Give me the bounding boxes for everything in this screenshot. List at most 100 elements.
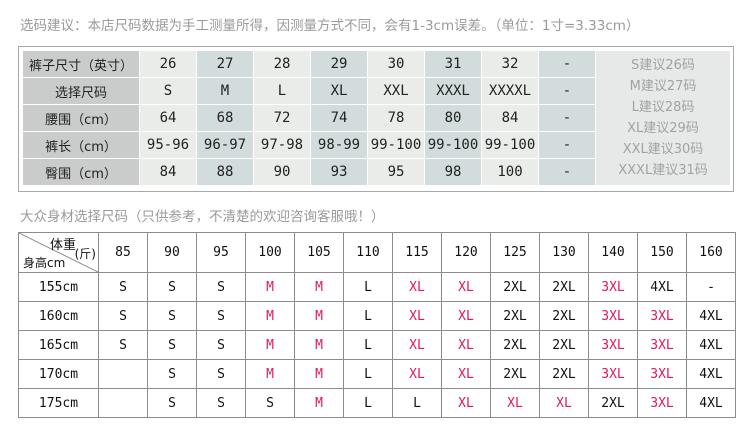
size-cell: M [197, 78, 253, 104]
row-label: 腰围（cm） [23, 105, 139, 131]
weight-header: 120 [441, 232, 491, 273]
size-recommendation: 2XL [490, 301, 540, 331]
size-cell: 30 [368, 51, 424, 77]
size-cell: XXL [368, 78, 424, 104]
size-recommendation: S [196, 388, 246, 418]
size-recommendation: 3XL [637, 359, 687, 389]
size-recommendation: M [294, 301, 344, 331]
size-recommendation: S [98, 301, 148, 331]
size-table: 裤子尺寸（英寸） 26 27 28 29 30 31 32- S建议26码 M建议27码 L建议28… [22, 50, 731, 186]
size-recommendation: M [245, 301, 295, 331]
suggestion-line: L建议28码 [631, 100, 695, 115]
size-recommendation: S [98, 330, 148, 360]
size-recommendation: XL [392, 301, 442, 331]
weight-header: 95 [196, 232, 246, 273]
row-label: 选择尺码 [23, 78, 139, 104]
size-recommendation: L [392, 388, 442, 418]
size-cell: 28 [254, 51, 310, 77]
size-recommendation: 3XL [588, 359, 638, 389]
size-recommendation: XL [392, 272, 442, 302]
size-recommendation: 2XL [539, 301, 589, 331]
height-label: 身高cm [23, 256, 66, 270]
suggestion-line: M建议27码 [629, 79, 697, 94]
size-recommendation: S [245, 388, 295, 418]
size-recommendation: 2XL [490, 330, 540, 360]
weight-unit: (斤) [74, 247, 96, 261]
size-recommendation: XL [441, 359, 491, 389]
size-cell: 27 [197, 51, 253, 77]
size-recommendation: XL [392, 330, 442, 360]
size-cell: 26 [140, 51, 196, 77]
size-cell: 32 [482, 51, 538, 77]
size-recommendation: 2XL [539, 359, 589, 389]
height-row: 175cm S S S M L L XL XL XL 2XL 3XL 4XL [18, 388, 736, 418]
size-recommendation: XL [441, 301, 491, 331]
height-row: 170cm S S M M L XL XL 2XL 2XL 3XL 3XL 4XL [18, 359, 736, 389]
size-table-row: 腰围（cm） 64 68 72 74 78 80 84- [23, 105, 730, 131]
size-cell: L [254, 78, 310, 104]
height-row: 160cm S S S M M L XL XL 2XL 2XL 3XL 3XL 4XL [18, 301, 736, 331]
size-recommendation: 4XL [686, 330, 736, 360]
size-recommendation: 2XL [490, 359, 540, 389]
size-cell: - [539, 78, 595, 104]
size-cell: 96-97 [197, 132, 253, 158]
suggestion-line: XXXL建议31码 [618, 163, 708, 178]
size-recommendation [98, 359, 148, 389]
size-recommendation: 3XL [588, 330, 638, 360]
size-recommendation: M [294, 272, 344, 302]
size-recommendation: S [147, 330, 197, 360]
size-cell: - [539, 51, 595, 77]
size-recommendation: 4XL [686, 301, 736, 331]
size-recommendation: L [343, 388, 393, 418]
corner-cell: 体重 (斤) 身高cm [19, 233, 98, 272]
size-cell: 88 [197, 159, 253, 185]
size-suggestions: S建议26码 M建议27码 L建议28码 XL建议29码 XXL建议30码 XXXL建议3… [596, 51, 730, 185]
size-recommendation: 2XL [490, 272, 540, 302]
weight-header: 160 [686, 232, 736, 273]
size-cell: 78 [368, 105, 424, 131]
suggestion-line: S建议26码 [631, 58, 695, 73]
row-label: 臀围（cm） [23, 159, 139, 185]
size-cell: 80 [425, 105, 481, 131]
size-cell: 98 [425, 159, 481, 185]
weight-header: 110 [343, 232, 393, 273]
suggestion-line: XXL建议30码 [622, 142, 704, 157]
size-recommendation: 2XL [539, 330, 589, 360]
size-cell: S [140, 78, 196, 104]
size-recommendation: 4XL [637, 272, 687, 302]
height-label: 170cm [18, 359, 99, 389]
size-table-row: 选择尺码 S M L XL XXL XXXL XXXXL - [23, 78, 730, 104]
size-cell: XL [311, 78, 367, 104]
weight-header: 90 [147, 232, 197, 273]
size-table-row: 裤子尺寸（英寸） 26 27 28 29 30 31 32- S建议26码 M建议27码 L建议28… [23, 51, 730, 185]
size-cell: 72 [254, 105, 310, 131]
weight-header-row: 体重 (斤) 身高cm 85 90 95 100 105 110 115 120 125 130 140 1… [18, 232, 736, 273]
size-recommendation: M [245, 359, 295, 389]
size-recommendation: M [294, 330, 344, 360]
size-recommendation: L [343, 330, 393, 360]
size-recommendation: 4XL [686, 359, 736, 389]
size-recommendation: S [196, 330, 246, 360]
size-cell: 99-100 [425, 132, 481, 158]
weight-header: 125 [490, 232, 540, 273]
height-row: 155cm S S S M M L XL XL 2XL 2XL 3XL 4XL - [18, 272, 736, 302]
size-cell: 95 [368, 159, 424, 185]
height-label: 155cm [18, 272, 99, 302]
size-recommendation: S [147, 301, 197, 331]
weight-label: 体重 [49, 238, 76, 253]
size-recommendation: S [196, 272, 246, 302]
size-cell: 99-100 [482, 132, 538, 158]
size-recommendation: M [294, 388, 344, 418]
weight-header: 130 [539, 232, 589, 273]
size-recommendation: 3XL [637, 330, 687, 360]
size-cell: 31 [425, 51, 481, 77]
size-recommendation: L [343, 359, 393, 389]
size-table-row: 裤长（cm） 95-96 96-97 97-98 98-99 99-100 99-100 99… [23, 132, 730, 158]
size-cell: 29 [311, 51, 367, 77]
size-recommendation: 2XL [588, 388, 638, 418]
weight-header: 105 [294, 232, 344, 273]
size-recommendation: S [98, 272, 148, 302]
size-recommendation: 2XL [539, 272, 589, 302]
size-recommendation: 4XL [686, 388, 736, 418]
